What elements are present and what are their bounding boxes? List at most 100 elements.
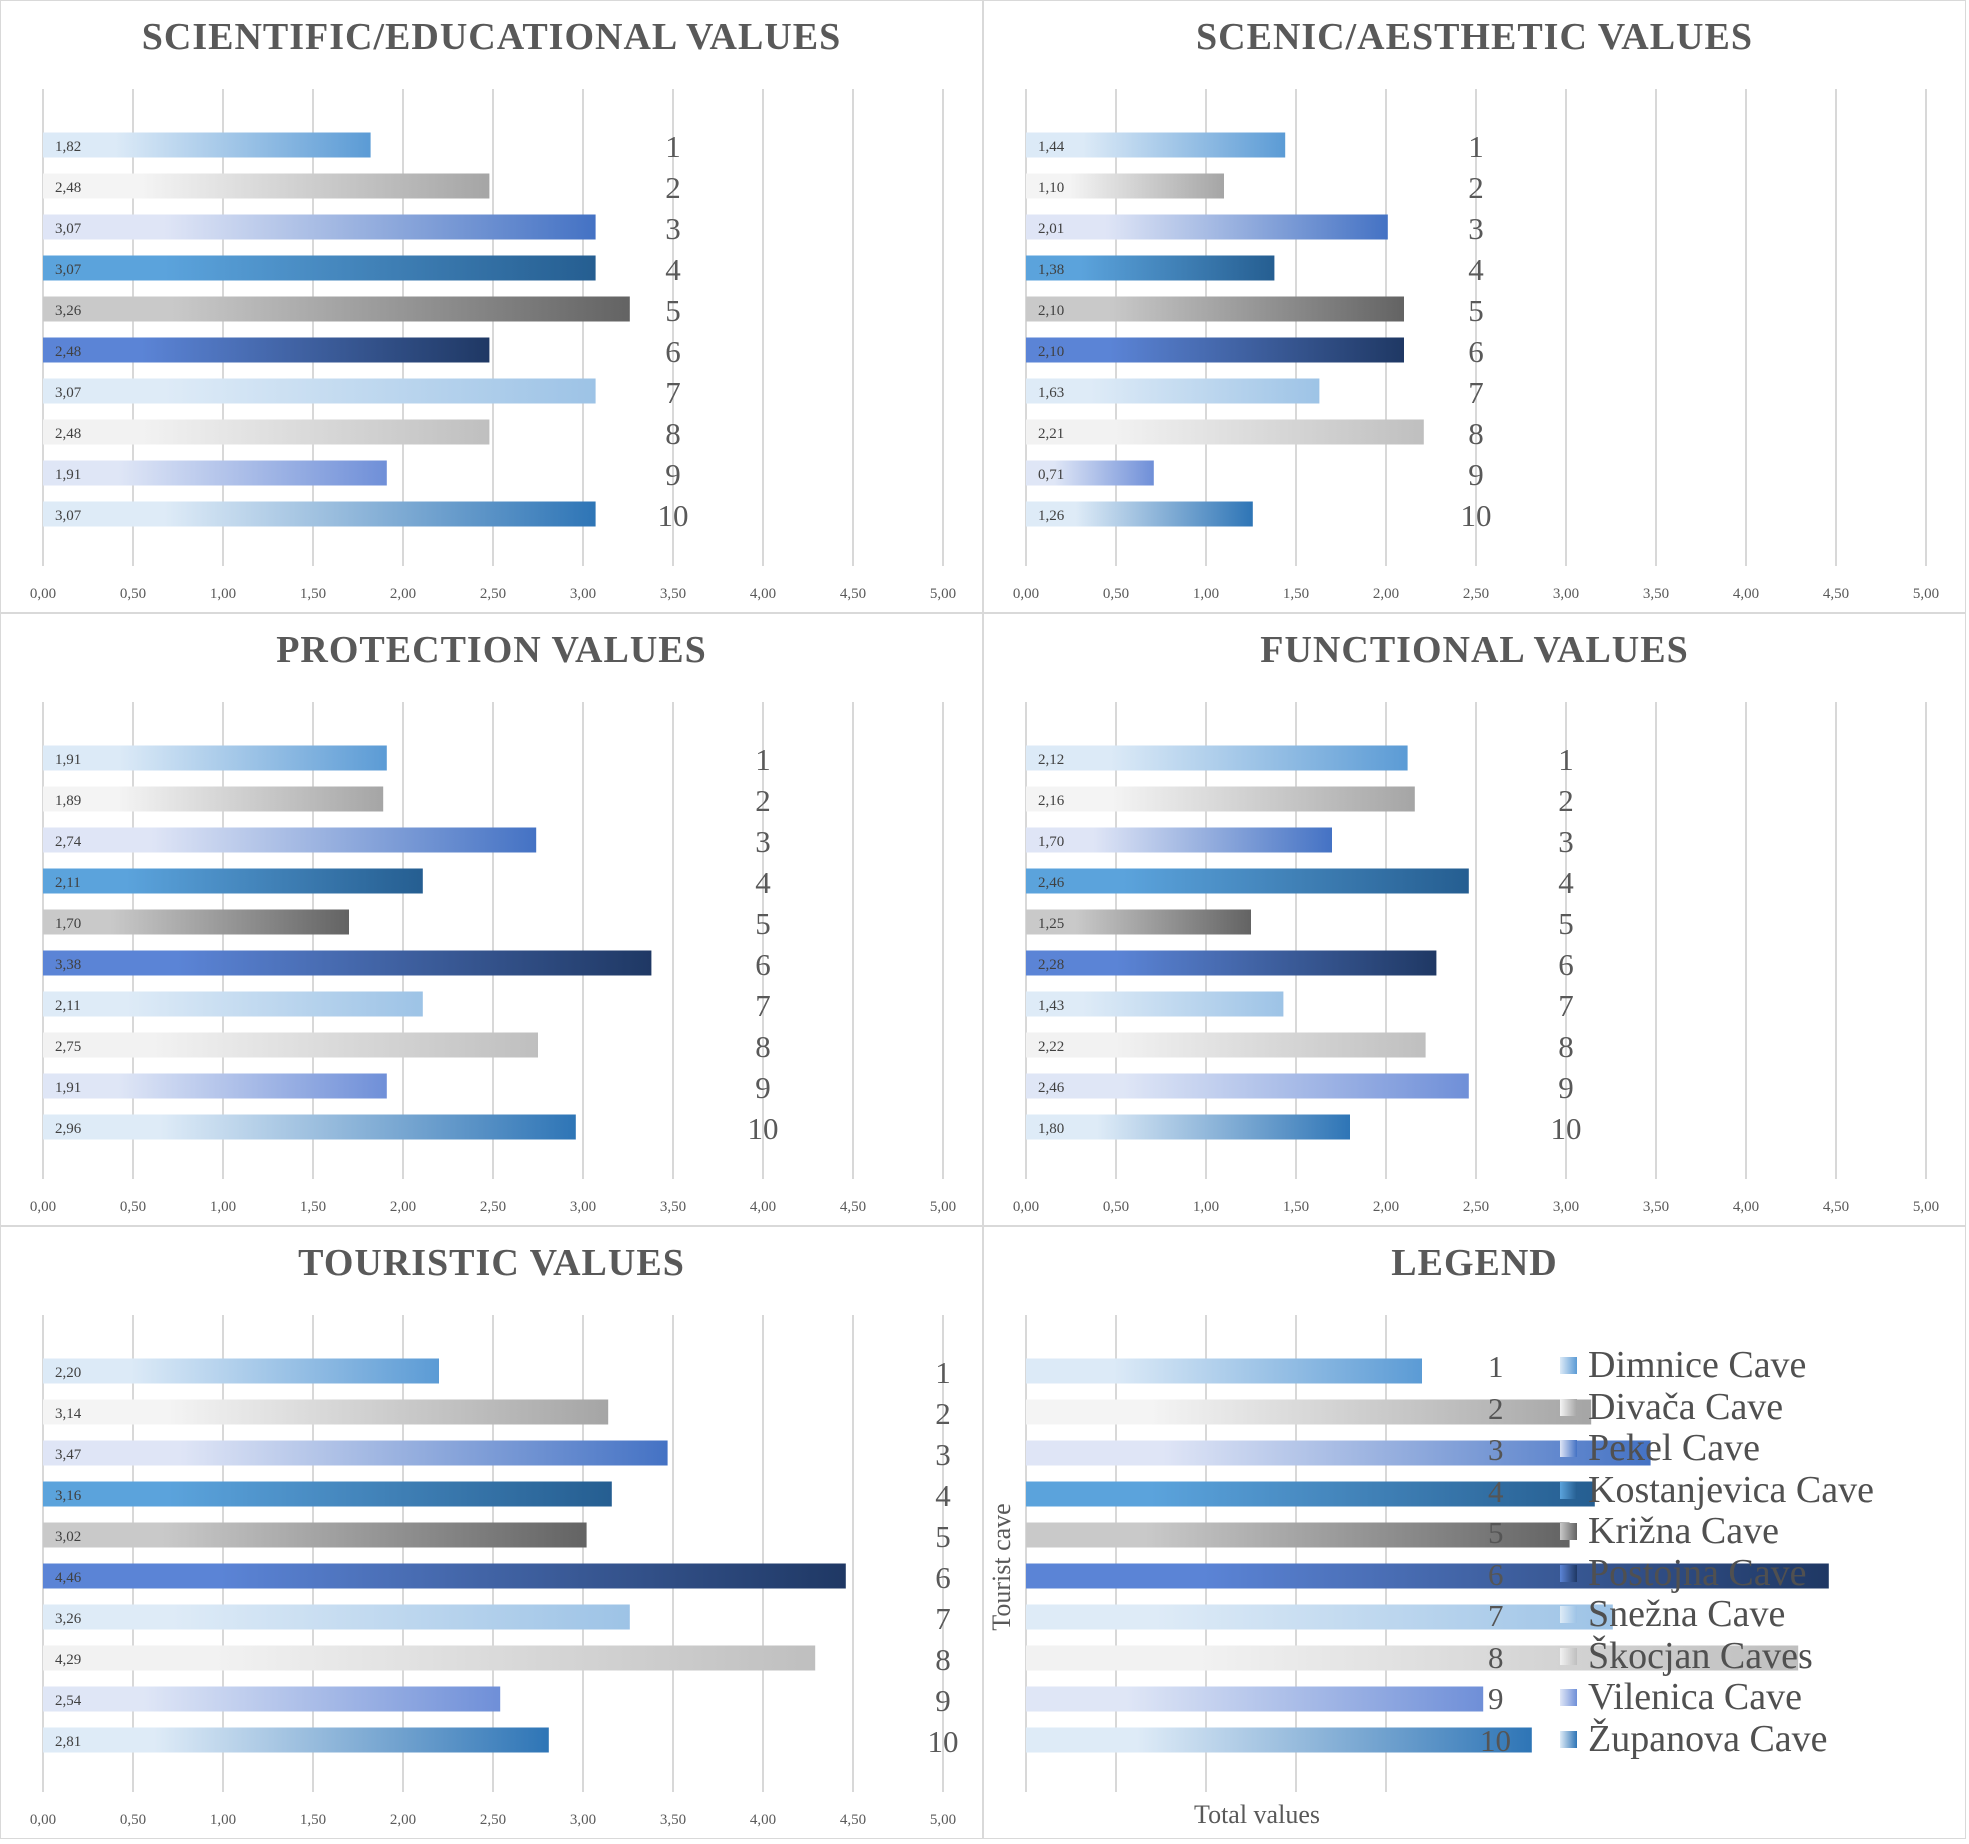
bar (1026, 1399, 1592, 1425)
category-label: 1 (935, 1355, 951, 1390)
data-label: 3,47 (55, 1447, 82, 1463)
x-tick-label: 3,00 (570, 1199, 596, 1215)
x-tick-label: 4,50 (840, 1199, 866, 1215)
data-label: 1,91 (55, 467, 81, 483)
chart-panel-functional: FUNCTIONAL VALUES 0,00 0,50 1,00 1,50 2,00 2,… (983, 613, 1966, 1226)
category-label: 5 (755, 906, 771, 941)
data-label: 3,38 (55, 957, 81, 973)
category-label: 5 (665, 293, 681, 328)
y-axis-label: Tourist cave (987, 1503, 1016, 1630)
category-label: 2 (665, 170, 681, 205)
data-label: 2,48 (55, 180, 81, 196)
x-tick-label: 4,00 (750, 1199, 776, 1215)
bar (1026, 1073, 1469, 1099)
data-label: 1,25 (1038, 916, 1064, 932)
legend-item-label: Županova Cave (1588, 1717, 1828, 1760)
bar (43, 173, 490, 199)
category-label: 1 (755, 742, 771, 777)
data-label: 2,21 (1038, 426, 1064, 442)
legend-item-number: 8 (1488, 1639, 1504, 1675)
x-tick-label: 1,50 (300, 1812, 326, 1828)
data-label: 2,28 (1038, 957, 1064, 973)
x-tick-label: 0,50 (120, 586, 146, 602)
data-label: 2,10 (1038, 344, 1064, 360)
x-tick-label: 4,50 (1823, 586, 1849, 602)
bar (43, 827, 537, 853)
data-label: 1,43 (1038, 998, 1064, 1014)
category-label: 6 (755, 947, 771, 982)
bar (43, 950, 652, 976)
bar (43, 214, 596, 240)
legend-item-label: Kostanjevica Cave (1588, 1468, 1874, 1511)
bar (43, 460, 387, 486)
bar (43, 786, 384, 812)
data-label: 1,10 (1038, 180, 1064, 196)
legend-swatch (1560, 1357, 1577, 1374)
category-label: 9 (1468, 457, 1484, 492)
x-tick-label: 0,00 (30, 1199, 56, 1215)
x-tick-label: 1,50 (300, 1199, 326, 1215)
bar (1026, 378, 1320, 404)
legend-swatch (1560, 1689, 1577, 1706)
chart-panel-protection: PROTECTION VALUES 0,00 0,50 1,00 1,50 2,00 2,… (0, 613, 983, 1226)
bar (1026, 337, 1404, 363)
category-label: 3 (1468, 211, 1484, 246)
bar (1026, 255, 1275, 281)
bar (1026, 214, 1388, 240)
x-tick-label: 1,50 (1283, 1199, 1309, 1215)
legend-item-number: 9 (1488, 1681, 1504, 1716)
x-tick-label: 0,00 (1013, 586, 1039, 602)
bar (43, 1727, 549, 1753)
data-label: 3,26 (55, 1611, 82, 1627)
category-label: 7 (1468, 375, 1484, 410)
bar-chart: 0,00 0,50 1,00 1,50 2,00 2,50 3,00 3,50 4,00 4,50… (1013, 702, 1939, 1215)
bar (1026, 1604, 1613, 1630)
data-label: 1,80 (1038, 1121, 1064, 1137)
x-tick-label: 5,00 (930, 1199, 956, 1215)
bar (43, 1440, 668, 1466)
bar (43, 132, 371, 158)
bar-chart: 0,00 0,50 1,00 1,50 2,00 2,50 3,00 3,50 4,00 4,50… (30, 1315, 959, 1828)
category-label: 8 (1468, 416, 1484, 451)
category-label: 10 (658, 498, 689, 533)
bar (1026, 1358, 1422, 1384)
legend-item-number: 1 (1488, 1349, 1504, 1384)
bar (43, 745, 387, 771)
x-tick-label: 3,50 (1643, 1199, 1669, 1215)
category-label: 9 (665, 457, 681, 492)
data-label: 1,91 (55, 752, 81, 768)
bar (43, 1114, 576, 1140)
data-label: 3,07 (55, 262, 82, 278)
x-tick-label: 4,00 (1733, 586, 1759, 602)
category-label: 8 (1558, 1029, 1574, 1064)
category-label: 1 (665, 129, 681, 164)
category-label: 1 (1468, 129, 1484, 164)
category-label: 3 (1558, 824, 1574, 859)
x-tick-label: 3,50 (660, 1812, 686, 1828)
category-label: 5 (935, 1519, 951, 1554)
data-label: 1,89 (55, 793, 81, 809)
category-label: 2 (755, 783, 771, 818)
x-tick-label: 2,00 (390, 1812, 416, 1828)
data-label: 0,71 (1038, 467, 1064, 483)
data-label: 2,11 (55, 998, 81, 1014)
legend-item-number: 5 (1488, 1515, 1504, 1550)
bar (1026, 1032, 1426, 1058)
bar (1026, 991, 1284, 1017)
chart-panel-scientific-educational: SCIENTIFIC/EDUCATIONAL VALUES 0,00 0,50 1,… (0, 0, 983, 613)
category-label: 6 (1468, 334, 1484, 369)
chart-title: TOURISTIC VALUES (298, 1242, 685, 1284)
chart-title: FUNCTIONAL VALUES (1260, 629, 1689, 671)
x-tick-label: 4,50 (840, 1812, 866, 1828)
x-tick-label: 0,00 (30, 586, 56, 602)
bar (43, 868, 423, 894)
legend-swatch (1560, 1440, 1577, 1457)
x-tick-label: 5,00 (930, 1812, 956, 1828)
category-label: 7 (1558, 988, 1574, 1023)
bar (1026, 868, 1469, 894)
data-label: 2,46 (1038, 875, 1065, 891)
category-label: 5 (1558, 906, 1574, 941)
bar (1026, 173, 1224, 199)
chart-title: SCENIC/AESTHETIC VALUES (1196, 16, 1753, 58)
x-axis-label: Total values (1194, 1800, 1320, 1829)
